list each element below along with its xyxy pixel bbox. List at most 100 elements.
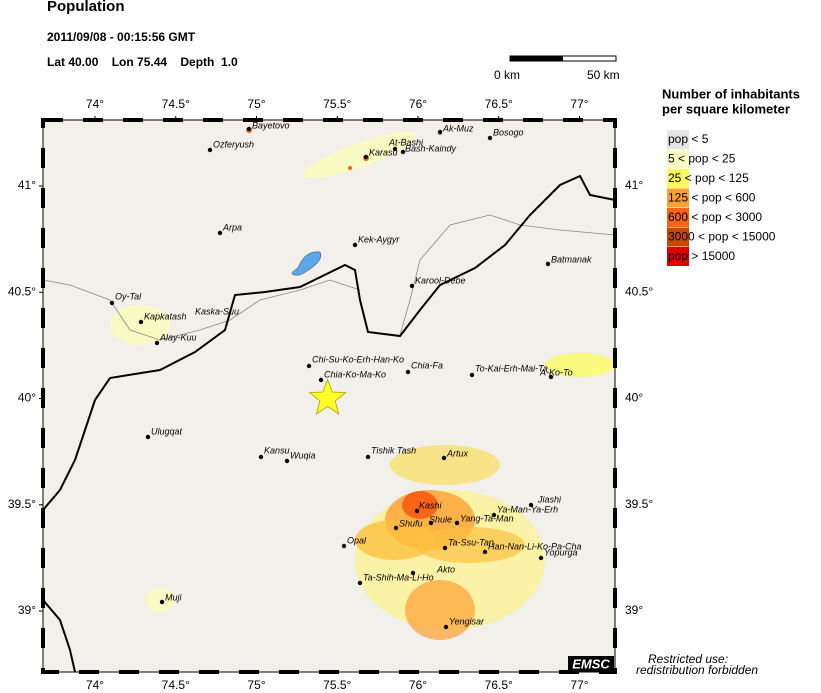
location: Lat 40.00 Lon 75.44 Depth 1.0 [47, 55, 238, 69]
city-dot [284, 458, 290, 464]
y-tick-label: 39° [18, 603, 36, 617]
y-tick-label: 39.5° [625, 497, 653, 511]
city-label: Karasu [369, 147, 398, 157]
city-label: Shufu [399, 518, 423, 528]
city-label: Ya-Man-Ya-Erh [497, 504, 558, 514]
legend-swatch [667, 130, 689, 149]
x-tick-label: 76.5° [485, 678, 513, 692]
legend-label: pop > 15000 [668, 249, 735, 263]
city-dot [442, 545, 448, 551]
city-dot [409, 283, 415, 289]
city-dot [491, 512, 497, 518]
x-tick-label: 76° [409, 97, 427, 111]
legend-label: 3000 < pop < 15000 [668, 230, 776, 244]
city-dot [145, 434, 151, 440]
legend-swatch [667, 208, 689, 227]
city-label: Kaska-Suu [195, 306, 239, 316]
legend-label: 125 < pop < 600 [668, 191, 756, 205]
notice: Restricted use: [648, 652, 728, 666]
x-tick-label: 75° [247, 97, 265, 111]
city-label: Jiashi [537, 494, 562, 504]
city-label: Ta-Shih-Ma-Li-Ho [363, 572, 434, 582]
scale-bar-fill [510, 56, 563, 61]
city-dot [393, 525, 399, 531]
city-dot [437, 129, 443, 135]
frame [42, 119, 616, 673]
legend-label: pop < 5 [668, 132, 709, 146]
city-dot [414, 508, 420, 514]
city-dot [363, 154, 369, 160]
city-dot [548, 374, 554, 380]
city-dot [306, 363, 312, 369]
city-label: Han-Nan-Li-Ko-Pa-Cha [488, 541, 582, 551]
city-label: Kashi [419, 500, 443, 510]
y-tick-label: 39.5° [8, 497, 36, 511]
city-dot [487, 135, 493, 141]
y-tick-label: 41° [625, 178, 643, 192]
city-label: Chi-Su-Ko-Erh-Han-Ko [312, 354, 404, 364]
city-label: Karool-Debe [415, 275, 466, 285]
city-dot [258, 454, 264, 460]
legend-title: Number of inhabitants [662, 86, 800, 101]
city-dot [443, 624, 449, 630]
city-label: Bosogo [493, 127, 524, 137]
city-label: Yopurga [544, 547, 578, 557]
border [42, 174, 616, 511]
city-dot [357, 580, 363, 586]
city-dot [352, 242, 358, 248]
city-dot [138, 319, 144, 325]
city-label: Yengisar [449, 616, 485, 626]
city-label: Muji [165, 592, 183, 602]
city-dot [400, 149, 406, 155]
city-dot [109, 300, 115, 306]
x-tick-label: 74.5° [162, 678, 190, 692]
city-label: Batmanak [551, 254, 592, 264]
boundary [42, 279, 361, 341]
x-tick-label: 77° [570, 678, 588, 692]
city-dot [207, 147, 213, 153]
x-tick-label: 76° [409, 678, 427, 692]
city-label: At-Bashi [388, 137, 424, 147]
city-dot [441, 455, 447, 461]
city-label: Kapkatash [144, 311, 187, 321]
legend-title: per square kilometer [662, 101, 790, 116]
city-dot [454, 520, 460, 526]
border [42, 599, 76, 673]
city-label: Opal [347, 535, 367, 545]
badge-text: EMSC [572, 656, 610, 671]
city-dot [405, 369, 411, 375]
epicenter [308, 378, 347, 415]
city-label: Oy-Tal [115, 291, 142, 301]
datetime: 2011/09/08 - 00:15:56 GMT [47, 30, 196, 44]
city-dot [469, 372, 475, 378]
legend-label: 25 < pop < 125 [668, 171, 749, 185]
city-dot [545, 261, 551, 267]
city-label: Ozferyush [213, 139, 254, 149]
y-tick-label: 40° [625, 391, 643, 405]
city-label: Alay-Kuu [159, 332, 197, 342]
city-dot [365, 454, 371, 460]
city-dot [217, 230, 223, 236]
x-tick-label: 77° [570, 97, 588, 111]
x-tick-label: 74.5° [162, 97, 190, 111]
city-label: Kansu [264, 445, 290, 455]
scale-end: 50 km [587, 68, 620, 82]
scale-start: 0 km [494, 68, 520, 82]
city-dot [482, 549, 488, 555]
city-label: Ak-Muz [442, 123, 474, 133]
y-tick-label: 40° [18, 391, 36, 405]
city-dot [159, 599, 165, 605]
city-label: Chia-Ko-Ma-Ko [324, 369, 386, 379]
city-dot [318, 377, 324, 383]
city-label: Tishik Tash [371, 445, 416, 455]
city-label: Shule [429, 514, 452, 524]
legend-swatch [667, 227, 689, 247]
city-label: Bayetovo [252, 120, 290, 130]
city-label: Artux [446, 448, 469, 458]
y-tick-label: 40.5° [625, 284, 653, 298]
x-tick-label: 76.5° [485, 97, 513, 111]
population-areas [110, 127, 615, 640]
city-dot [341, 543, 347, 549]
city-dot [528, 502, 534, 508]
